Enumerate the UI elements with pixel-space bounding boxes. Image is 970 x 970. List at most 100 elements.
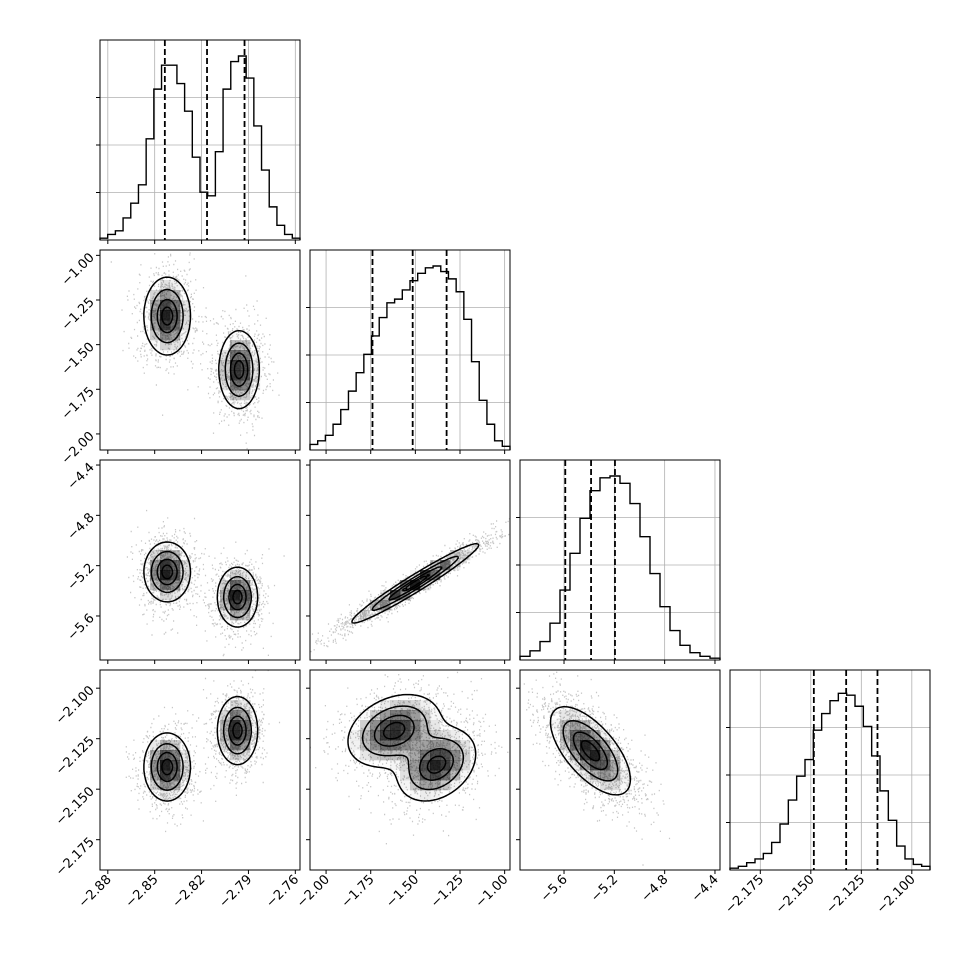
density-cell	[150, 590, 160, 600]
density-cell	[150, 550, 161, 561]
contour-line	[371, 555, 460, 612]
density-cell	[390, 720, 401, 731]
panel-frame	[309, 669, 511, 871]
density-cell	[430, 740, 441, 751]
density-cell	[160, 340, 171, 351]
y-tick-label: −4.8	[65, 510, 98, 543]
density-cell	[410, 760, 421, 771]
density-cell	[150, 310, 161, 321]
density-cell	[460, 550, 471, 561]
density-cell	[420, 780, 431, 791]
x-tick-label: −1.50	[383, 872, 422, 911]
density-cell	[180, 580, 191, 591]
density-cell	[380, 600, 391, 611]
density-layer	[310, 671, 509, 845]
density-cell	[160, 300, 171, 311]
density-cell	[450, 550, 461, 561]
density-cell	[610, 750, 621, 761]
density-cell	[580, 770, 591, 781]
density-layer	[125, 670, 281, 833]
density-cell	[370, 750, 381, 761]
density-cell	[410, 570, 421, 581]
density-cell	[380, 700, 391, 711]
density-cell	[430, 790, 441, 801]
density-cell	[410, 700, 421, 711]
density-cell	[610, 780, 621, 791]
contour-line	[161, 722, 243, 776]
density-cell	[590, 720, 601, 731]
density-cell	[410, 770, 421, 781]
density-cell	[150, 300, 161, 311]
scatter-panel-1-2	[309, 459, 511, 661]
contour-line	[161, 306, 245, 380]
x-tick-label: −2.82	[170, 872, 209, 911]
contour-line	[143, 695, 259, 802]
histogram-panel-2	[516, 459, 721, 661]
y-tick-label: −1.25	[59, 295, 98, 334]
density-cell	[420, 790, 431, 801]
density-cell	[170, 580, 181, 591]
density-cell	[420, 700, 431, 711]
density-cell	[620, 770, 631, 781]
density-cell	[450, 760, 461, 771]
density-cell	[360, 720, 371, 731]
density-cell	[170, 780, 181, 791]
density-cell	[240, 710, 251, 721]
density-cell	[240, 600, 251, 611]
density-cell	[160, 550, 171, 561]
density-cell	[150, 780, 161, 791]
density-cell	[560, 740, 571, 751]
x-tick-label: −1.25	[428, 872, 467, 911]
density-cell	[400, 740, 411, 751]
density-cell	[220, 590, 231, 601]
density-cell	[180, 770, 191, 781]
density-cell	[220, 610, 231, 621]
contour-line	[572, 731, 609, 771]
density-cell	[180, 310, 191, 321]
density-cell	[600, 730, 611, 741]
density-cell	[370, 740, 381, 751]
density-cell	[240, 390, 251, 401]
density-cell	[420, 710, 431, 721]
density-cell	[400, 700, 411, 711]
y-tick-label: −1.75	[59, 384, 98, 423]
histogram-line	[729, 692, 931, 870]
contour-line	[388, 566, 443, 601]
density-cell	[390, 590, 401, 601]
contour-line	[150, 706, 253, 791]
density-cell	[610, 760, 621, 771]
density-cell	[370, 720, 381, 731]
y-tick-label: −2.150	[53, 784, 98, 829]
y-tick-label: −2.100	[53, 683, 98, 728]
density-cell	[180, 560, 191, 571]
x-tick-label: −2.150	[773, 872, 818, 917]
histogram-line	[99, 55, 301, 240]
density-cell	[430, 730, 441, 741]
density-cell	[420, 760, 431, 771]
density-cell	[400, 720, 411, 731]
density-cell	[430, 780, 441, 791]
density-cell	[230, 370, 241, 381]
density-cell	[240, 700, 251, 711]
density-cell	[570, 750, 581, 761]
panel-frame	[99, 459, 301, 661]
contour-line	[150, 550, 253, 619]
density-cell	[380, 590, 391, 601]
density-cell	[360, 610, 371, 621]
histogram-line	[309, 265, 511, 450]
density-cell	[240, 380, 251, 391]
density-cell	[160, 770, 171, 781]
density-cell	[390, 730, 401, 741]
density-cell	[450, 750, 461, 761]
contour-line	[143, 276, 261, 410]
x-tick-label: −5.2	[588, 872, 621, 905]
density-cell	[240, 570, 251, 581]
density-cell	[160, 790, 171, 801]
density-cell	[450, 730, 461, 741]
density-cell	[570, 720, 581, 731]
density-cell	[410, 740, 421, 751]
density-cell	[420, 770, 431, 781]
density-cell	[150, 290, 161, 301]
contour-line	[549, 705, 632, 796]
density-cell	[450, 560, 461, 571]
